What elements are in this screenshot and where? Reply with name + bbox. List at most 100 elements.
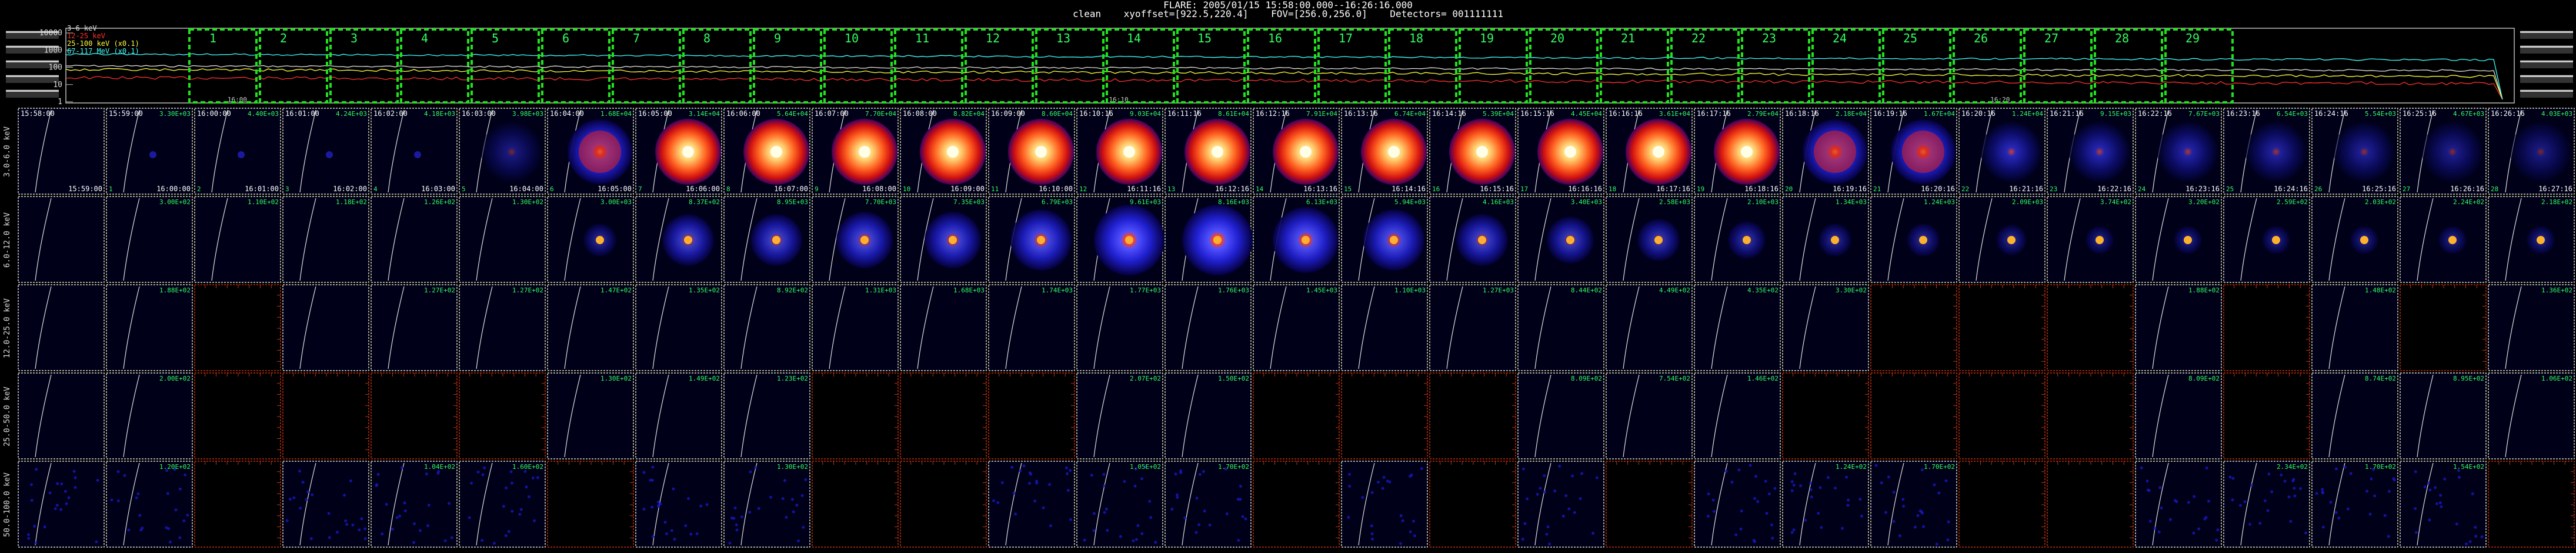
- image-tile: 4.45E+04 16:15:16 16:16:16 17: [1517, 108, 1604, 195]
- end-time-label: 16:12:16: [1215, 185, 1249, 193]
- max-value-label: 1.24E+04: [2012, 110, 2043, 118]
- max-value-label: 1.30E+02: [512, 198, 543, 206]
- energy-band-label: 3.0-6.0 keV: [3, 126, 12, 177]
- image-tile: [1253, 372, 1340, 459]
- max-value-label: 1.23E+02: [777, 375, 808, 382]
- interval-box: [1953, 28, 2022, 104]
- interval-box: [612, 28, 681, 104]
- max-value-label: 3.98E+03: [512, 110, 543, 118]
- end-time-label: 16:27:16: [2538, 185, 2572, 193]
- max-value-label: 1.30E+02: [600, 375, 632, 382]
- image-tile: 3.00E+03: [547, 196, 634, 283]
- max-value-label: 6.79E+03: [1042, 198, 1073, 206]
- start-time-label: 16:13:16: [1344, 109, 1378, 118]
- max-value-label: 3.30E+03: [159, 110, 191, 118]
- interval-box: [1176, 28, 1246, 104]
- interval-box: [1035, 28, 1105, 104]
- tile-interval-label: 25: [2226, 185, 2234, 193]
- interval-label: 13: [1056, 31, 1070, 45]
- image-tile: 8.09E+02: [2135, 372, 2222, 459]
- max-value-label: 1.70E+02: [1218, 463, 1249, 471]
- max-value-label: 1.05E+02: [1130, 463, 1161, 471]
- image-tile: 4.49E+02: [1606, 284, 1693, 371]
- image-tile: [812, 461, 899, 548]
- image-tile: [1958, 284, 2046, 371]
- max-value-label: 1.30E+02: [777, 463, 808, 471]
- image-tile: 3.14E+04 16:05:00 16:06:00 7: [635, 108, 722, 195]
- end-time-label: 16:15:16: [1480, 185, 1514, 193]
- image-tile: [1429, 461, 1516, 548]
- end-time-label: 16:17:16: [1656, 185, 1690, 193]
- image-tile: 2.79E+04 16:17:16 16:18:16 19: [1694, 108, 1781, 195]
- image-tile: [282, 372, 369, 459]
- end-time-label: 16:09:00: [950, 185, 985, 193]
- tile-interval-label: 26: [2314, 185, 2322, 193]
- end-time-label: 16:05:00: [598, 185, 632, 193]
- end-time-label: 16:10:00: [1039, 185, 1073, 193]
- max-value-label: 6.54E+03: [2277, 110, 2308, 118]
- image-tile: 1.20E+02: [106, 461, 193, 548]
- image-tile: 6.54E+03 16:23:16 16:24:16 25: [2223, 108, 2310, 195]
- image-tile: 2.09E+03: [1958, 196, 2046, 283]
- max-value-label: 9.15E+03: [2100, 110, 2131, 118]
- max-value-label: 4.45E+04: [1571, 110, 1602, 118]
- max-value-label: 3.30E+02: [1836, 287, 1867, 294]
- interval-label: 29: [2185, 31, 2200, 45]
- interval-box: [1882, 28, 1951, 104]
- interval-box: [1106, 28, 1175, 104]
- image-tile: 1.46E+02: [1694, 372, 1781, 459]
- lightcurve-legend-entry: 67-117 MeV (x0.1): [67, 47, 139, 55]
- lightcurve-ytick-label: 100: [49, 64, 62, 72]
- max-value-label: 7.91E+04: [1306, 110, 1337, 118]
- max-value-label: 1.35E+02: [689, 287, 720, 294]
- image-tile: [2400, 284, 2487, 371]
- image-tile: [900, 372, 987, 459]
- interval-label: 11: [915, 31, 929, 45]
- max-value-label: 1.18E+02: [336, 198, 367, 206]
- image-tile: 8.16E+03: [1164, 196, 1253, 283]
- tile-interval-label: 18: [1609, 185, 1616, 193]
- interval-label: 2: [280, 31, 287, 45]
- max-value-label: 2.18E+02: [2541, 198, 2572, 206]
- image-tile: 2.34E+02: [2223, 461, 2310, 548]
- max-value-label: 8.74E+02: [2365, 375, 2396, 382]
- max-value-label: 1.68E+04: [600, 110, 632, 118]
- max-value-label: 8.60E+04: [1042, 110, 1073, 118]
- end-time-label: 16:06:00: [686, 185, 720, 193]
- interval-box: [823, 28, 893, 104]
- max-value-label: 4.03E+03: [2541, 110, 2572, 118]
- interval-label: 12: [986, 31, 1000, 45]
- image-tile: [194, 284, 281, 371]
- start-time-label: 16:19:16: [1873, 109, 1907, 118]
- header: FLARE: 2005/01/15 15:58:00.000--16:26:16…: [0, 0, 2576, 26]
- max-value-label: 1.88E+02: [159, 287, 191, 294]
- start-time-label: 16:00:00: [197, 109, 231, 118]
- image-tile: 4.40E+03 16:00:00 16:01:00 2: [194, 108, 281, 195]
- image-tile: 1.10E+02: [194, 196, 281, 283]
- end-time-label: 16:00:00: [156, 185, 191, 193]
- max-value-label: 1.06E+02: [2541, 375, 2572, 382]
- interval-box: [753, 28, 822, 104]
- tile-interval-label: 13: [1167, 185, 1175, 193]
- end-time-label: 16:23:16: [2185, 185, 2220, 193]
- image-tile: 1.48E+02: [2311, 284, 2398, 371]
- tile-interval-label: 28: [2491, 185, 2498, 193]
- end-time-label: 16:13:16: [1303, 185, 1337, 193]
- image-tile: [18, 284, 105, 371]
- max-value-label: 9.03E+04: [1130, 110, 1161, 118]
- interval-label: 15: [1197, 31, 1212, 45]
- start-time-label: 16:23:16: [2226, 109, 2260, 118]
- tile-interval-label: 16: [1432, 185, 1440, 193]
- max-value-label: 1.67E+04: [1924, 110, 1955, 118]
- max-value-label: 1.60E+02: [512, 463, 543, 471]
- max-value-label: 2.10E+03: [1747, 198, 1778, 206]
- image-tile: 1.45E+03: [1253, 284, 1340, 371]
- max-value-label: 4.35E+02: [1747, 287, 1778, 294]
- image-tile: 8.37E+02: [635, 196, 722, 283]
- interval-box: [1317, 28, 1387, 104]
- energy-band-label: 6.0-12.0 keV: [3, 212, 12, 268]
- interval-label: 10: [845, 31, 859, 45]
- max-value-label: 2.00E+02: [159, 375, 191, 382]
- image-tile: 6.74E+04 16:13:16 16:14:16 15: [1341, 108, 1428, 195]
- tile-interval-label: 20: [1785, 185, 1793, 193]
